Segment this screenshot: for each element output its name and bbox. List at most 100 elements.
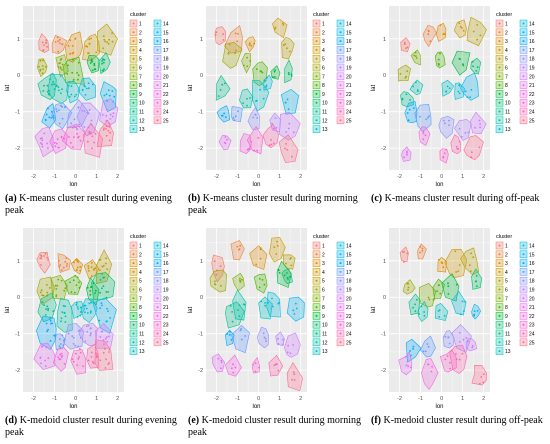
cluster-point-5 xyxy=(282,44,285,47)
cluster-hull-2 xyxy=(57,253,71,273)
cluster-hull-7 xyxy=(50,274,68,300)
cluster-hull-21 xyxy=(211,353,225,373)
cluster-point-24 xyxy=(92,362,95,365)
cluster-point-19 xyxy=(90,332,92,335)
cluster-point-12 xyxy=(62,305,65,307)
cluster-point-3 xyxy=(442,33,445,36)
cluster-point-24 xyxy=(270,143,273,146)
cluster-point-2 xyxy=(234,32,237,35)
x-tick-label: 1 xyxy=(278,396,281,402)
cluster-point-16 xyxy=(223,112,225,115)
legend-label-22: 22 xyxy=(529,92,535,98)
legend-label-12: 12 xyxy=(505,118,511,124)
legend-key-point-6 xyxy=(498,288,501,291)
cluster-point-7 xyxy=(57,65,60,68)
cluster-point-16 xyxy=(49,340,52,342)
legend-key-point-22 xyxy=(156,314,159,317)
cluster-point-17 xyxy=(237,110,239,113)
cluster-point-13 xyxy=(79,311,82,313)
cluster-point-18 xyxy=(74,344,77,347)
legend-key-point-9 xyxy=(132,314,135,317)
cluster-point-19 xyxy=(86,111,88,114)
cluster-point-10 xyxy=(99,279,102,281)
cluster-point-3 xyxy=(76,266,79,269)
cluster-point-16 xyxy=(50,117,53,119)
cluster-point-11 xyxy=(41,301,44,304)
cluster-point-1 xyxy=(40,254,42,257)
x-axis-label: lon xyxy=(252,182,260,188)
cluster-point-22 xyxy=(57,356,59,359)
cluster-point-4 xyxy=(458,264,461,266)
cluster-point-24 xyxy=(93,141,96,144)
legend-label-20: 20 xyxy=(346,74,352,80)
legend-label-2: 2 xyxy=(322,252,325,258)
cluster-point-14 xyxy=(263,79,266,82)
cluster-point-8 xyxy=(78,286,81,289)
cluster-point-20 xyxy=(108,335,110,338)
legend-key-point-1 xyxy=(132,244,135,247)
cluster-point-9 xyxy=(93,64,96,67)
cluster-point-17 xyxy=(240,338,243,341)
cluster-point-22 xyxy=(422,132,425,135)
cluster-point-9 xyxy=(94,292,96,294)
cluster-point-16 xyxy=(409,350,411,352)
cluster-point-7 xyxy=(61,63,64,66)
cluster-point-10 xyxy=(287,72,290,74)
cluster-point-21 xyxy=(226,138,228,141)
legend-key-point-20 xyxy=(522,297,525,300)
cluster-hull-21 xyxy=(398,351,413,376)
cluster-point-13 xyxy=(67,84,70,87)
cluster-hull-15 xyxy=(460,72,479,101)
cluster-hull-20 xyxy=(465,338,477,352)
cluster-point-22 xyxy=(431,365,433,368)
cluster-point-17 xyxy=(234,115,237,118)
legend-key-point-18 xyxy=(156,279,159,282)
cluster-point-3 xyxy=(250,44,253,47)
cluster-point-22 xyxy=(422,130,425,133)
cluster-point-11 xyxy=(414,310,417,313)
legend-label-17: 17 xyxy=(529,270,535,276)
legend-label-3: 3 xyxy=(505,261,508,267)
legend-label-2: 2 xyxy=(322,30,325,36)
cluster-point-20 xyxy=(104,338,107,340)
cluster-point-25 xyxy=(482,381,485,384)
cluster-point-25 xyxy=(105,358,107,361)
cluster-point-2 xyxy=(429,40,432,43)
cluster-point-10 xyxy=(288,275,291,278)
cluster-point-13 xyxy=(75,304,78,306)
cluster-point-23 xyxy=(79,139,82,142)
cluster-point-13 xyxy=(70,93,73,96)
cluster-point-22 xyxy=(54,145,57,148)
cluster-point-18 xyxy=(73,118,76,121)
cluster-point-11 xyxy=(46,305,49,308)
legend-label-15: 15 xyxy=(163,252,169,258)
cluster-point-25 xyxy=(292,371,295,373)
cluster-point-20 xyxy=(109,118,112,120)
cluster-point-23 xyxy=(253,149,255,152)
legend-label-19: 19 xyxy=(163,66,169,72)
cluster-point-7 xyxy=(428,298,431,301)
cluster-point-21 xyxy=(44,359,46,362)
cluster-point-8 xyxy=(66,72,69,75)
cluster-point-17 xyxy=(419,115,421,118)
cluster-point-24 xyxy=(94,133,97,135)
cluster-hull-25 xyxy=(286,362,303,392)
cluster-point-5 xyxy=(289,50,291,53)
legend-label-21: 21 xyxy=(529,305,535,311)
cluster-hull-23 xyxy=(70,349,87,375)
legend-key-point-24 xyxy=(339,332,342,335)
cluster-point-18 xyxy=(71,126,74,129)
cluster-point-11 xyxy=(231,311,233,313)
legend-label-16: 16 xyxy=(529,261,535,267)
cluster-point-2 xyxy=(65,265,68,267)
legend-key-point-21 xyxy=(522,306,525,309)
legend-label-23: 23 xyxy=(163,323,169,329)
cluster-point-25 xyxy=(480,376,483,378)
cluster-hull-19 xyxy=(451,324,472,353)
cluster-point-12 xyxy=(61,88,63,91)
cluster-point-14 xyxy=(457,90,460,93)
legend-label-13: 13 xyxy=(139,127,145,133)
cluster-point-12 xyxy=(423,314,426,317)
x-tick-label: -1 xyxy=(418,174,423,180)
cluster-point-17 xyxy=(61,117,64,120)
